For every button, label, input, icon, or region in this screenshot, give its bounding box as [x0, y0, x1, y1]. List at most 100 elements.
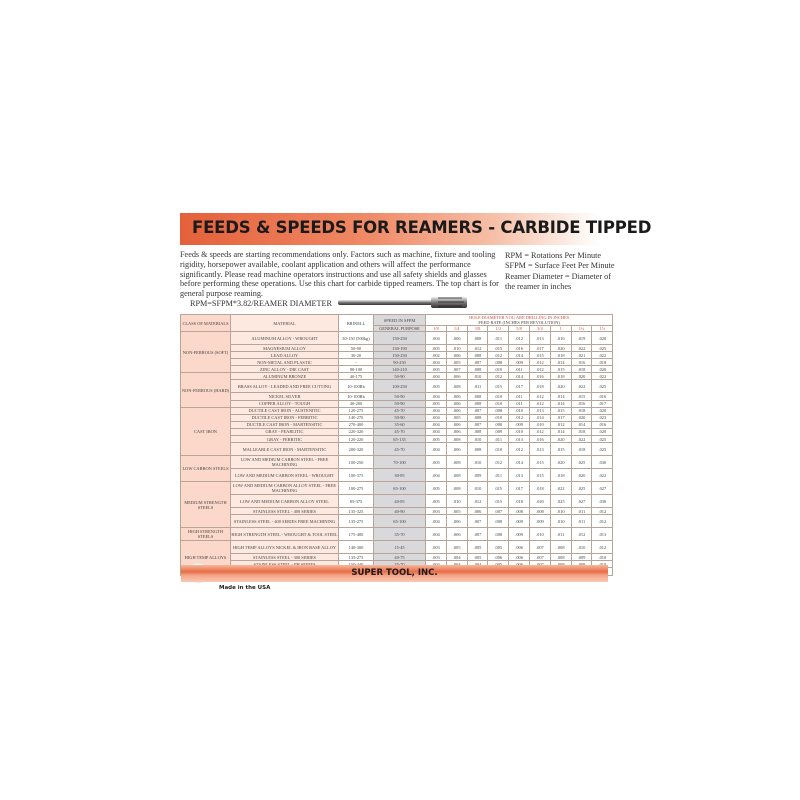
speed-cell: 65-100 [373, 481, 426, 496]
feed-cell: .013 [508, 435, 530, 444]
feed-cell: .017 [549, 413, 572, 422]
feed-cell: .012 [549, 420, 572, 429]
footer-banner: SUPER TOOL, INC. [181, 565, 608, 582]
feed-cell: .006 [466, 507, 489, 516]
speed-cell: 65-100 [373, 514, 426, 529]
feed-cell: .020 [591, 331, 614, 345]
feed-cell: .008 [549, 540, 572, 555]
header-feed: HOLE DIAMETER YOU ARE DRILLING IN INCHES… [424, 314, 614, 326]
table-row: ZINC ALLOY - DIE CAST 80-100 140-210.005.0… [181, 365, 614, 374]
feed-cell: .007 [487, 507, 510, 516]
feed-cell: .010 [466, 435, 489, 444]
feed-cell: .006 [445, 392, 468, 401]
feeds-speeds-table: CLASS OF MATERIALS MATERIAL BRINELL SPEE… [180, 314, 614, 576]
feed-cell: .012 [487, 455, 510, 470]
feed-cell: .015 [487, 481, 510, 496]
feed-cell: .012 [528, 399, 551, 408]
feed-cell: .006 [445, 331, 468, 345]
feed-cell: .009 [487, 427, 510, 437]
feed-cell: .013 [591, 527, 614, 542]
feed-cell: .008 [445, 435, 468, 444]
feed-cell: .012 [528, 365, 551, 374]
class-cell: MEDIUM STRENGTH STEELS [180, 481, 231, 529]
feed-cell: .005 [445, 540, 468, 555]
class-cell: NON-FERROUS (HARD) [180, 372, 231, 408]
material-cell: ALUMINUM BRONZE [230, 372, 339, 381]
feed-cell: .008 [487, 514, 510, 529]
feed-cell: .010 [528, 420, 551, 429]
feed-cell: .010 [445, 494, 468, 509]
feed-cell: .022 [570, 379, 593, 394]
feed-cell: .022 [570, 435, 593, 444]
table-row: HIGH TEMP ALLOYS HIGH TEMP ALLOYS NICKEL … [180, 540, 614, 576]
feed-cell: .007 [466, 406, 489, 415]
material-cell: STAINLESS STEEL - 400 SERIES [230, 507, 339, 516]
feed-cell: .015 [528, 351, 551, 360]
feed-cell: .016 [528, 435, 551, 444]
feed-cell: .010 [487, 413, 510, 422]
page-title: FEEDS & SPEEDS FOR REAMERS - CARBIDE TIP… [192, 218, 652, 237]
feed-cell: .004 [425, 420, 447, 429]
feed-cell: .012 [508, 413, 530, 422]
feed-cell: .004 [425, 468, 447, 483]
feed-cell: .005 [445, 507, 468, 516]
abbreviation-legend: RPM = Rotations Per Minute SFPM = Surfac… [505, 251, 617, 293]
feed-cell: .005 [466, 540, 489, 555]
material-cell: DUCTILE CAST IRON - FERRITIC [230, 413, 339, 422]
title-banner: FEEDS & SPEEDS FOR REAMERS - CARBIDE TIP… [180, 213, 651, 245]
feed-cell: .008 [508, 507, 530, 516]
material-cell: COPPER ALLOY - TOUGH [230, 399, 339, 408]
feed-cell: .004 [425, 392, 447, 401]
class-cell: NON-FERROUS (SOFT) [180, 330, 231, 374]
table-row: NICKEL SILVER 10-100Rb 50-90.004.006.008.0… [181, 392, 614, 401]
brinell-cell: 135-325 [338, 507, 374, 516]
feed-cell: .010 [591, 553, 614, 562]
feed-cell: .016 [570, 358, 593, 367]
feed-cell: .010 [528, 527, 551, 542]
brinell-cell: 200-320 [338, 442, 374, 457]
feed-cell: .012 [528, 427, 551, 437]
table-row: MALLEABLE CAST IRON - MARTENSITIC 200-320… [181, 442, 614, 457]
feed-cell: .005 [445, 358, 468, 367]
feed-cell: .016 [591, 392, 614, 401]
feed-cell: .030 [591, 455, 614, 470]
feed-cell: .015 [528, 455, 551, 470]
feed-cell: .006 [445, 427, 468, 437]
feed-cell: .022 [591, 351, 614, 360]
class-cell: HIGH STRENGTH STEELS [180, 527, 231, 542]
feed-cell: .030 [591, 494, 614, 509]
brinell-cell: 140-300 [338, 540, 374, 555]
feed-cell: .010 [487, 392, 510, 401]
feed-cell: .004 [425, 331, 447, 345]
speed-cell: 15-45 [373, 540, 426, 555]
feed-cell: .008 [487, 406, 510, 415]
brinell-cell: 10-100Rb [338, 392, 374, 401]
speed-cell: 45-70 [373, 427, 426, 437]
material-cell: MAGNESIUM ALLOY [230, 343, 339, 353]
material-cell: HIGH STRENGTH STEEL - WROUGHT & TOOL STE… [230, 527, 339, 542]
feed-cell: .010 [549, 507, 572, 516]
feed-cell: .012 [591, 540, 614, 555]
feed-cell: .004 [445, 553, 468, 562]
brinell-cell: 40-175 [338, 372, 374, 381]
brinell-cell: 10-100Rb [338, 379, 374, 394]
brinell-cell: 30-20 [338, 351, 374, 360]
feed-cell: .011 [487, 435, 510, 444]
rpm-formula: RPM=SFPM*3.82/REAMER DIAMETER [190, 298, 333, 308]
feed-cell: .010 [466, 481, 489, 496]
feed-cell: .004 [425, 358, 447, 367]
feed-cell: .010 [508, 406, 530, 415]
feed-cell: .018 [570, 442, 593, 457]
feed-cell: .008 [466, 351, 489, 360]
feed-cell: .018 [570, 427, 593, 437]
reamer-image [338, 297, 467, 308]
feed-cell: .018 [508, 494, 530, 509]
feed-cell: .020 [570, 468, 593, 483]
feed-cell: .018 [570, 406, 593, 415]
feed-cell: .011 [570, 507, 593, 516]
feed-cell: .004 [425, 442, 447, 457]
feed-cell: .011 [487, 331, 510, 345]
brinell-cell: 135-275 [338, 553, 374, 562]
table-row: STAINLESS STEEL - PH SERIES150-44035-70.… [181, 560, 614, 569]
feed-cell: .008 [466, 427, 489, 437]
